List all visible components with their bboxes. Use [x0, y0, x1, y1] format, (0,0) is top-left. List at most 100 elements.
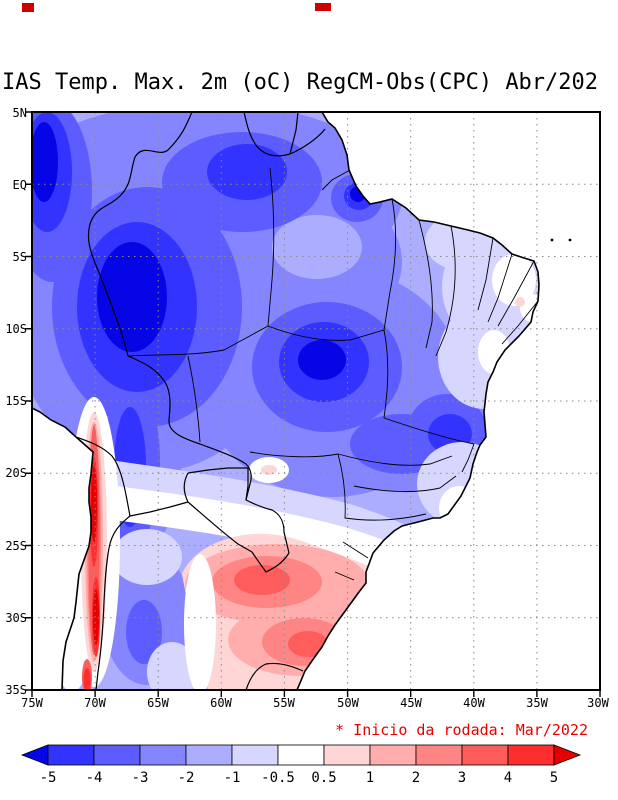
axis-ticks	[25, 111, 601, 697]
lat-tick-label: 5N	[12, 106, 27, 120]
border-venezuela-colombia-peru	[87, 111, 193, 357]
border-guyana-suriname	[289, 111, 299, 155]
lon-tick-label: 45W	[400, 696, 422, 710]
lon-tick-label: 55W	[273, 696, 295, 710]
contour-blob	[272, 215, 362, 279]
colorbar-segment	[507, 744, 555, 766]
border-bolivia-brazil	[127, 355, 252, 501]
lon-tick-label: 40W	[463, 696, 485, 710]
lon-tick-label: 75W	[21, 696, 43, 710]
state-border	[418, 219, 433, 349]
lon-tick-label: 70W	[84, 696, 106, 710]
lat-tick-label: EQ	[12, 178, 27, 192]
lat-tick-label: 25S	[5, 539, 27, 553]
lat-tick-label: 10S	[5, 322, 27, 336]
contour-blob	[32, 122, 58, 202]
state-borders	[127, 167, 539, 581]
contour-blob	[126, 600, 162, 664]
state-border	[383, 329, 389, 419]
state-border	[127, 325, 269, 357]
country-borders	[75, 111, 326, 691]
lat-tick-label: 35S	[5, 683, 27, 697]
colorbar-segment	[47, 744, 95, 766]
red-artifact-marker-right	[315, 3, 331, 11]
red-artifact-marker-left	[22, 3, 34, 12]
contour-blob	[112, 529, 182, 585]
contour-blob	[261, 465, 277, 475]
contour-blob	[492, 254, 536, 306]
border-paraguay-argentina	[183, 472, 253, 553]
state-border	[383, 198, 397, 331]
state-border	[477, 237, 539, 345]
colorbar-arrow-left	[20, 744, 49, 766]
contour-blob	[207, 144, 287, 200]
state-border	[435, 225, 456, 357]
contour-blob	[234, 565, 290, 595]
contour-blob	[147, 642, 197, 690]
border-chile-argentina	[95, 515, 131, 691]
contour-blob	[184, 554, 216, 690]
colorbar	[20, 744, 582, 766]
colorbar-label: -5	[39, 770, 57, 786]
colorbar-label: -3	[131, 770, 149, 786]
coastline	[31, 111, 540, 691]
lat-tick-label: 20S	[5, 466, 27, 480]
colorbar-label: -4	[85, 770, 103, 786]
y-ticks	[25, 111, 32, 691]
lon-tick-label: 60W	[210, 696, 232, 710]
island-dot	[568, 238, 572, 242]
plot-title: IAS Temp. Max. 2m (oC) RegCM-Obs(CPC) Ab…	[2, 70, 599, 95]
colorbar-label: -1	[223, 770, 241, 786]
colorbar-segment	[369, 744, 417, 766]
lat-tick-label: 30S	[5, 611, 27, 625]
state-border	[187, 355, 201, 443]
border-parana-river	[251, 551, 290, 573]
lon-tick-label: 65W	[147, 696, 169, 710]
border-chile-bolivia	[75, 436, 131, 517]
lon-tick-label: 50W	[337, 696, 359, 710]
border-argentina-bolivia	[129, 501, 189, 517]
colorbar-label: -0.5	[261, 770, 295, 786]
colorbar-label: -2	[177, 770, 195, 786]
colorbar-segment	[231, 744, 279, 766]
colorbar-segment	[185, 744, 233, 766]
colorbar-segments	[20, 744, 582, 766]
border-brazil-guianas	[243, 111, 326, 157]
run-start-note: * Inicio da rodada: Mar/2022	[335, 721, 588, 739]
colorbar-label: 1	[365, 770, 375, 786]
state-border	[334, 541, 369, 581]
lat-tick-label: 5S	[12, 250, 27, 264]
state-border	[337, 453, 427, 521]
state-border	[383, 417, 475, 473]
colorbar-segment	[461, 744, 509, 766]
bias-map	[25, 111, 601, 697]
x-ticks	[31, 690, 601, 697]
contour-blob	[93, 589, 99, 645]
colorbar-segment	[277, 744, 325, 766]
graticule-gridlines	[32, 112, 600, 690]
contour-blob	[515, 297, 525, 307]
colorbar-arrow-right	[553, 744, 582, 766]
lon-tick-label: 30W	[587, 696, 609, 710]
colorbar-label: 2	[411, 770, 421, 786]
contour-blob	[91, 466, 97, 542]
contour-blob	[97, 242, 167, 352]
island-dot	[550, 238, 554, 242]
colorbar-segment	[139, 744, 187, 766]
colorbar-label: 3	[457, 770, 467, 786]
colorbar-label: 5	[549, 770, 559, 786]
state-border	[321, 169, 351, 191]
contour-blob	[298, 340, 346, 380]
state-border	[353, 475, 457, 493]
state-border	[267, 167, 275, 327]
contour-blob	[83, 668, 91, 690]
border-uruguay	[245, 662, 304, 691]
colorbar-segment	[415, 744, 463, 766]
map-frame	[31, 111, 601, 691]
contour-blob	[288, 631, 328, 657]
border-paraguay-brazil	[187, 467, 290, 554]
colorbar-segment	[93, 744, 141, 766]
islands	[550, 238, 572, 242]
lon-tick-label: 35W	[526, 696, 548, 710]
